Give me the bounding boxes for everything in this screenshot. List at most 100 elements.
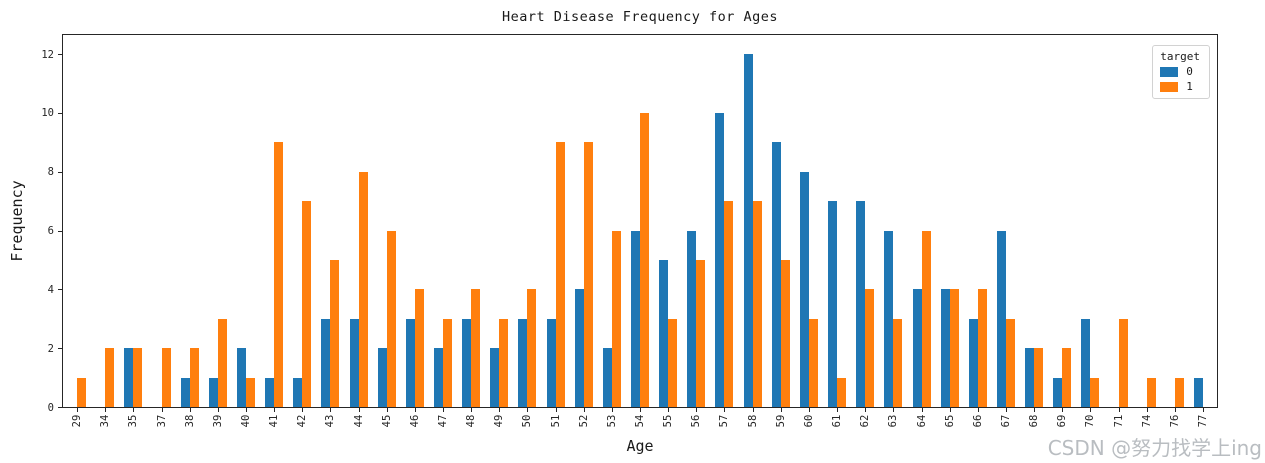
watermark: CSDN @努力找学上ing	[1047, 436, 1262, 460]
x-tick-mark	[1090, 408, 1092, 412]
x-tick-label: 69	[1056, 414, 1069, 428]
x-tick-label: 37	[155, 414, 168, 428]
bar-age-51-target-1	[555, 142, 565, 407]
bar-age-42-target-1	[302, 201, 312, 407]
x-tick-label: 52	[577, 414, 590, 428]
x-tick-mark	[555, 408, 557, 412]
x-tick-mark	[77, 408, 79, 412]
x-tick-mark	[640, 408, 641, 412]
bar-age-66-target-1	[977, 289, 987, 407]
bar-age-56-target-1	[696, 260, 706, 407]
x-tick-label: 62	[859, 414, 872, 428]
y-tick-mark	[58, 112, 62, 114]
x-tick-mark	[189, 408, 191, 412]
bar-age-58-target-1	[752, 201, 762, 407]
bar-age-41-target-0	[265, 377, 275, 407]
legend-item-target-1: 1	[1160, 81, 1200, 93]
x-tick-mark	[1005, 408, 1007, 412]
bar-age-35-target-1	[133, 348, 143, 407]
bar-age-59-target-1	[780, 260, 790, 407]
bar-age-43-target-1	[330, 260, 340, 407]
bar-age-63-target-0	[884, 230, 894, 407]
y-tick-mark	[58, 171, 62, 173]
x-tick-label: 47	[437, 414, 449, 428]
x-tick-label: 44	[352, 414, 365, 428]
bar-age-74-target-1	[1146, 377, 1156, 407]
bar-age-38-target-1	[189, 348, 199, 407]
bar-age-68-target-1	[1034, 348, 1043, 407]
bar-age-55-target-0	[659, 260, 669, 407]
x-tick-label: 35	[127, 414, 140, 428]
x-tick-label: 64	[915, 414, 928, 428]
bar-age-50-target-0	[518, 318, 528, 407]
x-tick-label: 60	[802, 414, 815, 428]
bar-age-70-target-0	[1081, 318, 1091, 407]
bar-age-50-target-1	[527, 289, 537, 407]
x-tick-label: 59	[774, 414, 787, 428]
x-tick-mark	[471, 408, 473, 412]
bar-age-67-target-0	[996, 230, 1006, 407]
bar-age-46-target-0	[405, 318, 415, 407]
bar-age-29-target-1	[77, 377, 87, 407]
x-tick-label: 76	[1168, 414, 1181, 428]
x-tick-mark	[1174, 408, 1176, 412]
x-tick-mark	[752, 408, 754, 412]
x-tick-mark	[527, 408, 529, 412]
y-tick-mark	[58, 230, 62, 232]
bar-age-47-target-1	[443, 318, 452, 407]
bar-age-49-target-0	[490, 348, 500, 407]
x-tick-mark	[133, 408, 135, 412]
bar-age-58-target-0	[743, 54, 753, 407]
bar-age-41-target-1	[274, 142, 284, 407]
legend-swatch-icon	[1160, 67, 1179, 77]
bar-age-69-target-0	[1053, 377, 1063, 407]
bar-age-77-target-0	[1193, 377, 1203, 407]
x-tick-label: 56	[690, 414, 703, 428]
x-tick-mark	[696, 408, 698, 412]
bar-age-44-target-1	[358, 171, 368, 407]
bar-age-61-target-1	[837, 377, 846, 407]
x-tick-label: 53	[605, 414, 618, 428]
bar-age-53-target-1	[611, 230, 621, 407]
bar-age-51-target-0	[546, 318, 556, 407]
bar-age-43-target-0	[321, 318, 331, 407]
bar-age-34-target-1	[105, 348, 115, 407]
x-tick-label: 48	[465, 414, 478, 428]
bar-age-57-target-0	[715, 112, 725, 407]
y-tick-label: 6	[47, 225, 54, 238]
x-tick-mark	[1118, 408, 1120, 412]
bar-age-42-target-0	[293, 377, 303, 407]
bar-age-54-target-1	[640, 112, 649, 407]
x-tick-label: 39	[211, 414, 224, 428]
bar-age-66-target-0	[968, 318, 978, 407]
x-tick-mark	[837, 408, 838, 412]
bar-age-48-target-0	[462, 318, 472, 407]
bar-age-48-target-1	[471, 289, 481, 407]
x-tick-mark	[414, 408, 416, 412]
x-tick-mark	[808, 408, 810, 412]
x-tick-mark	[865, 408, 867, 412]
bar-age-64-target-1	[921, 230, 931, 407]
x-tick-label: 71	[1112, 414, 1125, 428]
y-axis-label: Frequency	[8, 180, 26, 262]
y-tick-mark	[58, 289, 62, 291]
x-tick-mark	[611, 408, 613, 412]
x-tick-mark	[949, 408, 951, 412]
x-tick-label: 43	[324, 414, 337, 428]
bar-age-64-target-0	[912, 289, 922, 407]
x-tick-label: 40	[240, 414, 252, 428]
bar-age-59-target-0	[771, 142, 781, 407]
x-tick-label: 54	[634, 414, 646, 428]
x-tick-mark	[105, 408, 107, 412]
x-tick-label: 57	[718, 414, 731, 428]
bar-age-37-target-1	[161, 348, 171, 407]
x-tick-mark	[724, 408, 726, 412]
x-tick-label: 38	[183, 414, 196, 428]
y-tick-label: 12	[41, 48, 54, 61]
x-tick-label: 70	[1084, 414, 1097, 428]
bar-age-60-target-0	[799, 171, 809, 407]
legend-label: 0	[1186, 65, 1193, 78]
x-tick-mark	[499, 408, 501, 412]
